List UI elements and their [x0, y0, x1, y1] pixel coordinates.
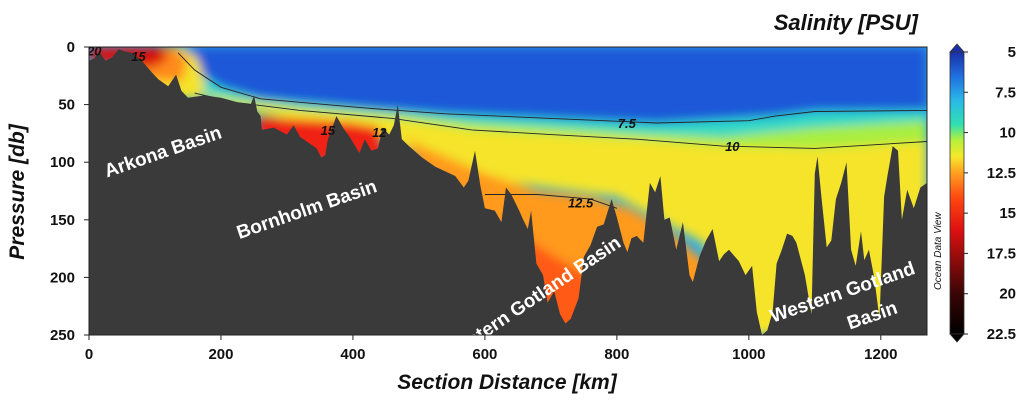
y-tick-label: 100 — [50, 154, 75, 171]
colorbar-top-cap — [949, 43, 965, 53]
colorbar-tick-label: 12.5 — [987, 165, 1016, 182]
salinity-field-halocline-cyan — [194, 70, 927, 137]
contour-label-15: 15 — [131, 49, 146, 64]
salinity-field-halocline-green — [194, 90, 927, 149]
colorbar: 5 7.5 10 12.5 15 17.5 20 22.5 — [949, 43, 1016, 343]
contour-label-10: 10 — [725, 139, 740, 154]
x-tick-label: 1200 — [864, 346, 897, 363]
contour-label-15: 15 — [321, 123, 336, 138]
y-tick-label: 200 — [50, 269, 75, 286]
isohaline-10 — [194, 92, 927, 149]
x-tick-label: 0 — [85, 346, 93, 363]
contour-label-12.5: 12.5 — [568, 196, 594, 211]
ocean-data-view-watermark: Ocean Data View — [933, 212, 944, 290]
contour-labels: 20 15 15 12 7.5 10 12.5 — [86, 44, 740, 211]
colorbar-tick-label: 5 — [1008, 44, 1016, 61]
seafloor-bathymetry — [89, 49, 927, 335]
x-axis: 0 200 400 600 800 1000 1200 — [85, 335, 897, 363]
colorbar-bottom-cap — [949, 333, 965, 343]
colorbar-tick-label: 7.5 — [995, 84, 1016, 101]
x-tick-label: 400 — [340, 346, 365, 363]
y-tick-label: 150 — [50, 212, 75, 229]
plot-frame — [88, 46, 928, 336]
colorbar-tick-label: 10 — [999, 125, 1016, 142]
isohaline-7.5 — [177, 52, 927, 124]
colorbar-tick-label: 22.5 — [987, 326, 1016, 343]
y-tick-label: 0 — [67, 39, 75, 56]
x-tick-label: 600 — [472, 346, 497, 363]
y-axis-label: Pressure [db] — [6, 123, 29, 259]
x-tick-label: 800 — [604, 346, 629, 363]
y-tick-label: 250 — [50, 327, 75, 344]
contour-label-20: 20 — [86, 44, 102, 59]
y-tick-label: 50 — [58, 97, 75, 114]
contour-label-7.5: 7.5 — [618, 116, 637, 131]
x-tick-label: 1000 — [732, 346, 765, 363]
x-tick-label: 200 — [208, 346, 233, 363]
y-axis: 0 50 100 150 200 250 — [50, 39, 89, 344]
colorbar-ticks: 5 7.5 10 12.5 15 17.5 20 22.5 — [964, 44, 1016, 343]
salinity-field-blue-surface — [174, 47, 927, 123]
x-axis-label: Section Distance [km] — [397, 371, 617, 394]
chart-title: Salinity [PSU] — [774, 10, 919, 35]
colorbar-scale — [949, 51, 965, 335]
colorbar-tick-label: 20 — [999, 286, 1016, 303]
contour-label-12: 12 — [372, 125, 387, 140]
colorbar-tick-label: 15 — [999, 205, 1016, 222]
colorbar-tick-label: 17.5 — [987, 245, 1016, 262]
